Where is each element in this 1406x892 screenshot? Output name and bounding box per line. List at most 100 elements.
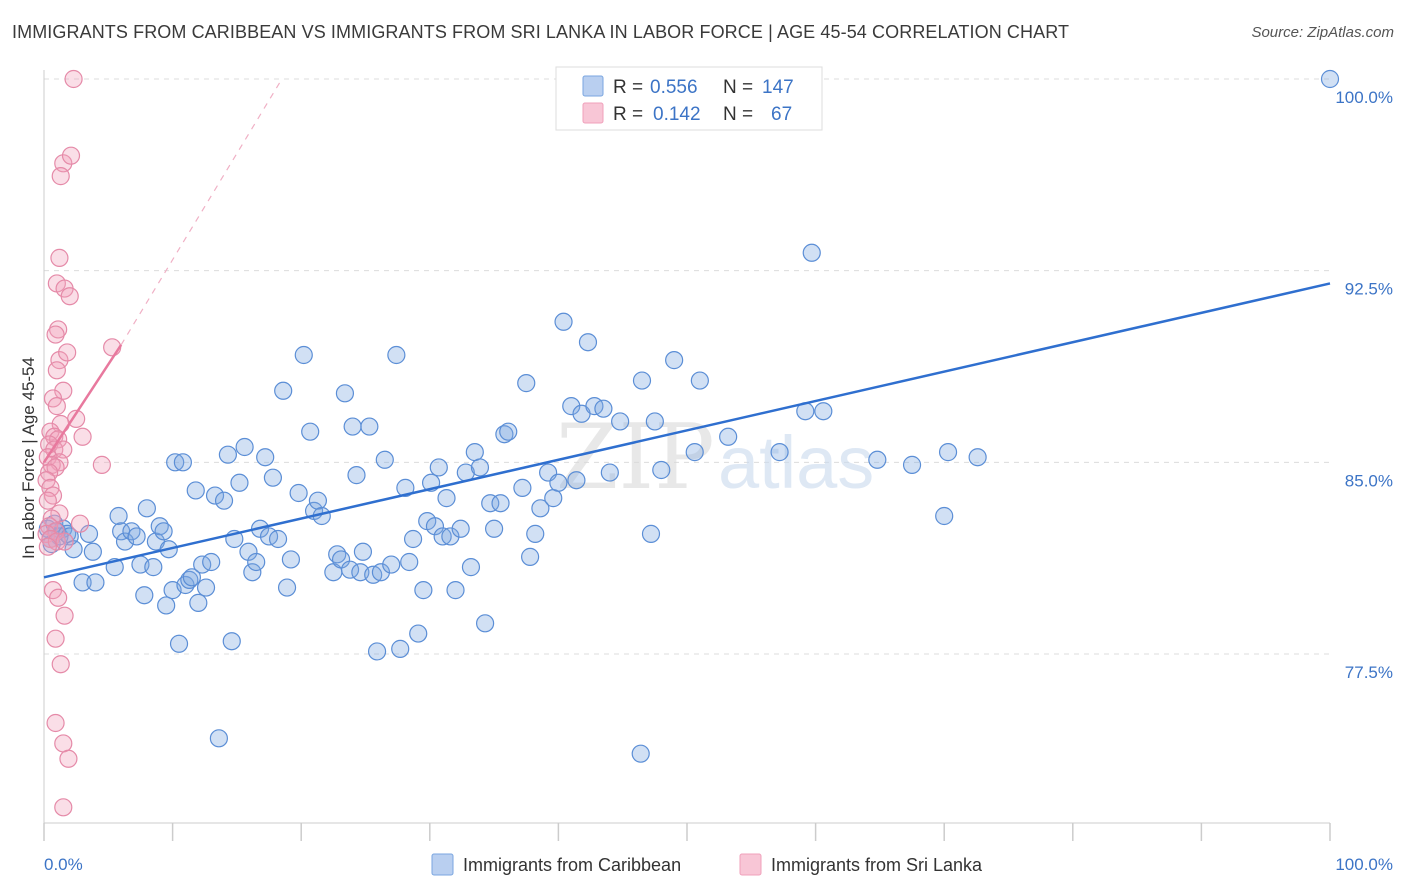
data-point-0-94 xyxy=(441,527,460,546)
legend-r-label-2: R = xyxy=(613,104,643,125)
data-point-0-50 xyxy=(243,563,262,582)
data-point-1-52 xyxy=(54,798,73,817)
data-point-0-61 xyxy=(294,345,313,365)
data-point-0-79 xyxy=(375,450,394,469)
data-point-0-64 xyxy=(308,491,328,510)
data-point-0-114 xyxy=(549,473,568,492)
data-point-0-53 xyxy=(256,448,275,467)
data-point-0-128 xyxy=(665,351,684,370)
data-point-0-60 xyxy=(289,483,308,503)
data-point-0-78 xyxy=(371,563,391,582)
data-point-1-3 xyxy=(51,167,70,186)
data-point-0-110 xyxy=(526,524,545,543)
data-point-0-122 xyxy=(600,463,619,482)
data-point-0-35 xyxy=(182,568,201,587)
data-point-0-80 xyxy=(382,555,401,574)
legend-n-value-1: 147 xyxy=(762,77,794,98)
data-point-0-55 xyxy=(263,468,283,487)
data-point-0-51 xyxy=(247,552,266,572)
data-point-0-41 xyxy=(205,486,225,505)
trend-line-0 xyxy=(43,282,1331,579)
data-point-0-102 xyxy=(481,494,500,513)
data-point-1-47 xyxy=(46,629,65,648)
data-point-0-135 xyxy=(814,402,833,421)
data-point-1-48 xyxy=(51,655,70,674)
data-point-0-17 xyxy=(115,532,135,551)
data-point-0-138 xyxy=(935,506,954,526)
data-point-0-85 xyxy=(403,529,423,549)
series-legend: Immigrants from Caribbean Immigrants fro… xyxy=(431,853,983,876)
data-point-0-83 xyxy=(396,478,415,497)
data-point-0-127 xyxy=(652,460,671,480)
grid-lines xyxy=(44,78,1330,655)
data-point-0-43 xyxy=(214,491,234,510)
data-point-0-98 xyxy=(461,558,481,577)
data-point-0-19 xyxy=(127,527,146,546)
data-point-0-74 xyxy=(353,542,373,561)
data-point-1-2 xyxy=(61,146,81,165)
data-point-0-115 xyxy=(554,312,573,331)
x-tick-labels: 0.0% 100.0% xyxy=(44,855,1393,874)
data-point-0-108 xyxy=(517,374,536,393)
data-point-0-119 xyxy=(578,333,598,352)
data-point-0-93 xyxy=(437,489,456,508)
data-point-0-71 xyxy=(343,417,362,436)
trend-lines xyxy=(42,78,1331,579)
data-point-0-107 xyxy=(513,478,532,497)
data-point-1-50 xyxy=(54,734,73,753)
data-point-1-46 xyxy=(55,606,74,625)
data-point-0-47 xyxy=(230,473,249,492)
trend-extension-1 xyxy=(120,78,283,346)
data-point-0-104 xyxy=(491,494,510,513)
data-point-1-45 xyxy=(49,588,68,607)
data-point-0-12 xyxy=(83,542,102,561)
legend-swatch-caribbean xyxy=(582,75,604,97)
y-tick-label-2: 92.5% xyxy=(1345,280,1393,299)
data-point-0-140 xyxy=(968,448,987,467)
data-point-0-75 xyxy=(360,417,379,436)
data-point-0-18 xyxy=(122,522,141,541)
data-point-0-48 xyxy=(235,437,254,457)
data-point-1-9 xyxy=(46,325,65,344)
data-point-0-68 xyxy=(331,550,351,569)
bottom-legend-swatch-sri-lanka xyxy=(739,853,762,876)
data-point-1-54 xyxy=(58,343,77,362)
data-point-1-20 xyxy=(73,427,92,446)
data-point-0-69 xyxy=(335,384,355,403)
data-point-0-37 xyxy=(189,593,208,612)
data-point-1-14 xyxy=(47,397,66,416)
data-point-0-86 xyxy=(409,624,428,643)
data-point-0-13 xyxy=(86,573,105,592)
data-point-0-132 xyxy=(770,443,789,462)
data-point-0-106 xyxy=(499,422,518,441)
legend-n-label-1: N = xyxy=(723,77,753,98)
bottom-legend-label-caribbean: Immigrants from Caribbean xyxy=(463,855,681,875)
bottom-legend-swatch-caribbean xyxy=(431,853,454,876)
data-point-0-139 xyxy=(938,443,958,462)
data-point-0-95 xyxy=(446,581,465,600)
data-point-0-130 xyxy=(690,371,709,390)
source-label: Source: ZipAtlas.com xyxy=(1251,24,1394,41)
data-point-0-45 xyxy=(222,632,241,651)
data-point-0-59 xyxy=(281,550,301,569)
data-point-0-21 xyxy=(135,586,154,605)
data-point-1-42 xyxy=(38,537,57,556)
data-point-0-57 xyxy=(274,381,293,400)
data-point-0-96 xyxy=(451,519,470,538)
data-point-0-32 xyxy=(173,453,192,472)
legend-r-label-1: R = xyxy=(613,77,643,98)
data-points xyxy=(37,69,1340,817)
data-point-0-87 xyxy=(414,581,433,600)
data-point-1-33 xyxy=(38,491,57,510)
correlation-legend: R = 0.556 N = 147 R = 0.142 N = 67 xyxy=(555,66,823,131)
data-point-0-123 xyxy=(611,412,630,431)
data-point-0-103 xyxy=(485,519,504,538)
data-point-0-137 xyxy=(902,455,922,474)
data-point-1-8 xyxy=(49,320,68,339)
data-point-0-10 xyxy=(73,573,92,592)
x-tick-label-0: 0.0% xyxy=(44,855,83,874)
data-point-0-111 xyxy=(531,499,550,518)
data-point-0-99 xyxy=(465,443,484,462)
data-point-0-77 xyxy=(367,642,387,661)
